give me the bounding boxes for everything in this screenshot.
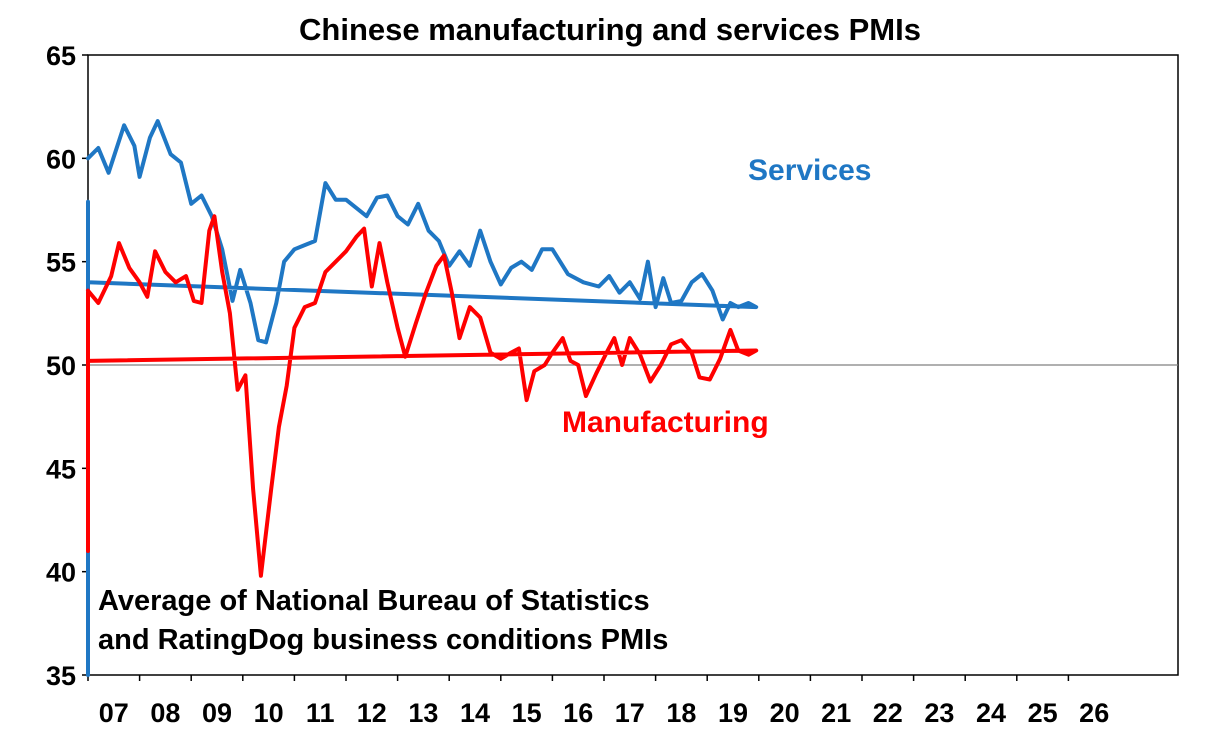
series-line-manufacturing [86,214,759,578]
x-tick-label: 12 [357,698,387,728]
series-lines [86,119,759,677]
series-label-manufacturing: Manufacturing [562,406,769,439]
chart-note-line-1: Average of National Bureau of Statistics [98,585,650,617]
x-tick-label: 11 [306,698,335,728]
y-tick-label: 55 [46,248,76,278]
y-tick-label: 45 [46,454,76,484]
x-tick-label: 18 [666,698,696,728]
x-tick-label: 17 [615,698,645,728]
x-tick-label: 23 [924,698,954,728]
x-tick-label: 15 [512,698,542,728]
x-tick-label: 21 [821,698,851,728]
chart-title: Chinese manufacturing and services PMIs [299,12,921,47]
x-tick-label: 08 [150,698,180,728]
x-tick-label: 26 [1079,698,1109,728]
y-tick-label: 60 [46,144,76,174]
x-tick-label: 25 [1028,698,1058,728]
x-tick-label: 14 [460,698,490,728]
x-tick-label: 22 [873,698,903,728]
y-axis: 35 40 45 50 55 60 65 [46,41,88,691]
x-tick-label: 20 [770,698,800,728]
x-tick-label: 16 [563,698,593,728]
y-tick-label: 40 [46,558,76,588]
chart-note-line-2: and RatingDog business conditions PMIs [98,624,668,656]
y-tick-label: 50 [46,351,76,381]
x-tick-label: 10 [254,698,284,728]
x-tick-label: 19 [718,698,748,728]
x-tick-label: 09 [202,698,232,728]
x-tick-label: 13 [408,698,438,728]
y-tick-label: 65 [46,41,76,71]
series-label-services: Services [748,154,871,187]
y-tick-label: 35 [46,661,76,691]
x-tick-label: 24 [976,698,1006,728]
x-tick-label: 07 [99,698,129,728]
x-axis: 07 08 09 10 11 12 13 14 15 16 17 18 19 20 21 22 23 24 25 26 [87,675,1109,728]
